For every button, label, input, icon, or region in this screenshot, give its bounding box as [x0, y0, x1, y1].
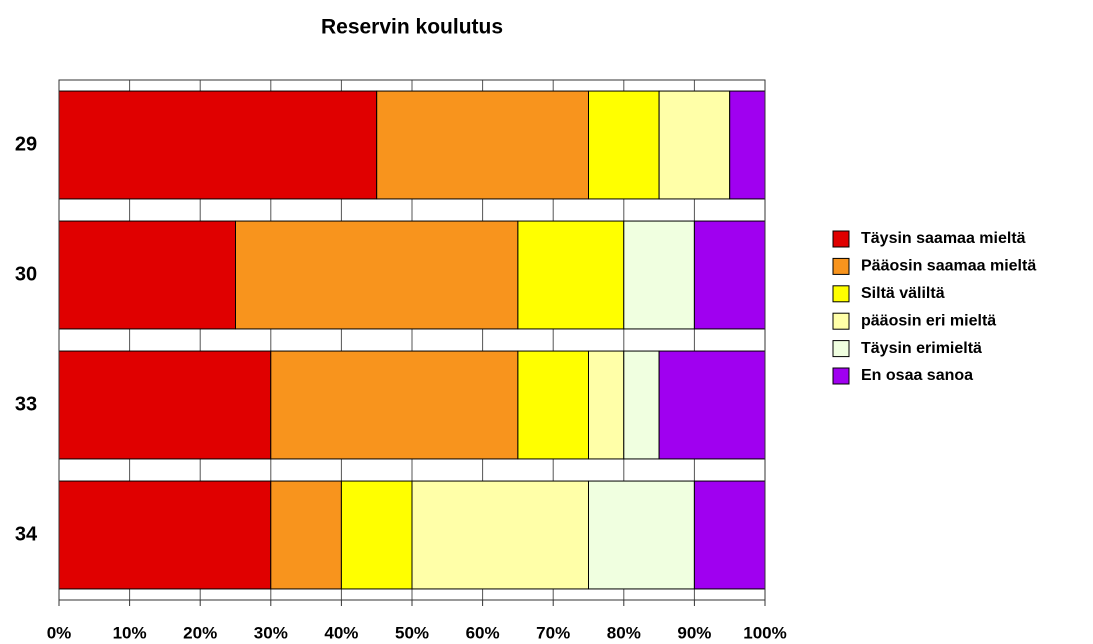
bar-segment — [693, 220, 766, 330]
bar-segment — [658, 350, 766, 460]
bar-segment — [588, 350, 625, 460]
legend-swatch — [832, 340, 850, 358]
bar-segment — [270, 480, 342, 590]
bar-segment — [340, 480, 413, 590]
bar-segment — [58, 220, 236, 330]
legend-label: Täysin saamaa mieltä — [861, 230, 1026, 247]
legend-label: pääosin eri mieltä — [861, 312, 996, 329]
legend-label: En osaa sanoa — [861, 367, 973, 384]
y-tick-label: 30 — [15, 263, 37, 285]
bar-segment — [588, 480, 695, 590]
legend-swatch — [832, 312, 850, 330]
y-tick-label: 33 — [15, 393, 37, 415]
bar-segment — [623, 220, 695, 330]
chart-title: Reservin koulutus — [321, 16, 503, 39]
x-tick-label: 100% — [743, 623, 786, 642]
bar-segment — [588, 90, 660, 200]
x-tick-label: 40% — [324, 623, 358, 642]
bar-segment — [729, 90, 766, 200]
bar-segment — [58, 480, 272, 590]
bar-segment — [58, 90, 378, 200]
x-tick-label: 0% — [47, 623, 72, 642]
bar-segment — [235, 220, 519, 330]
bar-segment — [517, 350, 590, 460]
bar-segment — [517, 220, 625, 330]
bar-segment — [623, 350, 660, 460]
legend-label: Pääosin saamaa mieltä — [861, 258, 1036, 275]
bar-segment — [693, 480, 766, 590]
x-tick-label: 20% — [183, 623, 217, 642]
legend-swatch — [832, 230, 850, 248]
legend-label: Täysin erimieltä — [861, 340, 982, 357]
bar-segment — [270, 350, 519, 460]
x-tick-label: 80% — [607, 623, 641, 642]
y-tick-label: 29 — [15, 133, 37, 155]
bar-segment — [658, 90, 731, 200]
x-tick-label: 50% — [395, 623, 429, 642]
legend-swatch — [832, 285, 850, 303]
bar-segment — [58, 350, 272, 460]
x-tick-label: 70% — [536, 623, 570, 642]
y-tick-label: 34 — [15, 523, 38, 545]
x-tick-label: 30% — [254, 623, 288, 642]
bar-segment — [411, 480, 589, 590]
legend-label: Siltä väliltä — [861, 285, 945, 302]
bar-segment — [376, 90, 590, 200]
x-tick-label: 60% — [466, 623, 500, 642]
x-tick-label: 10% — [113, 623, 147, 642]
legend-swatch — [832, 257, 850, 275]
legend-swatch — [832, 367, 850, 385]
x-tick-label: 90% — [677, 623, 711, 642]
